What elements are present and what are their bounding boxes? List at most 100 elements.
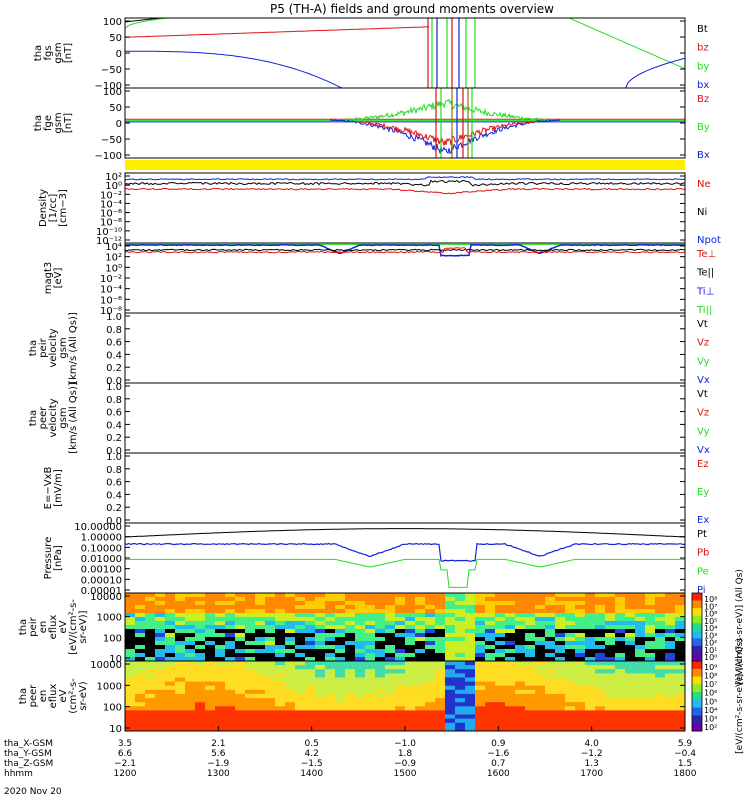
spectrogram-cell <box>395 714 406 720</box>
spectrogram-cell <box>515 710 526 716</box>
x-axis-value: 5.6 <box>211 749 226 759</box>
spectrogram-cell <box>155 698 166 703</box>
spectrogram-cell <box>485 633 496 638</box>
spectrogram-cell <box>295 645 306 650</box>
spectrogram-cell <box>555 661 566 666</box>
spectrogram-cell <box>505 653 516 658</box>
spectrogram-cell <box>655 722 666 728</box>
spectrogram-cell <box>235 702 246 707</box>
spectrogram-cell <box>445 665 456 670</box>
spectrogram-cell <box>235 609 246 614</box>
spectrogram-cell <box>325 702 336 707</box>
spectrogram-cell <box>435 726 446 731</box>
spectrogram-cell <box>455 609 466 614</box>
spectrogram-cell <box>215 718 226 724</box>
spectrogram-cell <box>375 685 386 691</box>
y-axis-label: en <box>38 621 49 634</box>
x-axis-value: 0.9 <box>491 739 506 749</box>
spectrogram-cell <box>585 698 596 703</box>
spectrogram-cell <box>355 689 366 695</box>
spectrogram-cell <box>675 613 685 618</box>
spectrogram-cell <box>525 698 536 703</box>
spectrogram-cell <box>485 698 496 703</box>
spectrogram-cell <box>445 637 456 642</box>
spectrogram-cell <box>195 669 206 674</box>
y-axis-label: peer <box>38 406 49 430</box>
spectrogram-cell <box>545 714 556 720</box>
spectrogram-cell <box>135 621 146 626</box>
colorbar-segment <box>692 615 702 624</box>
spectrogram-cell <box>445 693 456 699</box>
spectrogram-cell <box>655 609 666 614</box>
spectrogram-cell <box>465 706 476 711</box>
spectrogram-cell <box>635 605 646 610</box>
spectrogram-cell <box>125 693 136 699</box>
spectrogram-cell <box>555 702 566 707</box>
spectrogram-cell <box>185 669 196 674</box>
spectrogram-cell <box>155 605 166 610</box>
spectrogram-cell <box>445 714 456 720</box>
spectrogram-cell <box>415 641 426 646</box>
spectrogram-cell <box>135 625 146 630</box>
y-axis-label: [cm−3] <box>58 189 69 227</box>
spectrogram-cell <box>495 665 506 670</box>
spectrogram-cell <box>445 710 456 716</box>
spectrogram-cell <box>255 677 266 683</box>
spectrogram-cell <box>235 593 246 598</box>
spectrogram-cell <box>225 657 236 661</box>
spectrogram-cell <box>415 605 426 610</box>
spectrogram-cell <box>175 706 186 711</box>
spectrogram-cell <box>405 673 416 679</box>
spectrogram-cell <box>435 597 446 602</box>
spectrogram-cell <box>525 706 536 711</box>
spectrogram-cell <box>395 597 406 602</box>
spectrogram-cell <box>525 710 536 716</box>
spectrogram-cell <box>455 698 466 703</box>
spectrogram-cell <box>645 685 656 691</box>
spectrogram-cell <box>605 593 616 598</box>
spectrogram-cell <box>435 653 446 658</box>
x-axis-value: −0.4 <box>674 749 696 759</box>
spectrogram-cell <box>605 706 616 711</box>
spectrogram-cell <box>625 649 636 654</box>
spectrogram-cell <box>565 673 576 679</box>
spectrogram-cell <box>195 698 206 703</box>
spectrogram-cell <box>645 702 656 707</box>
spectrogram-cell <box>275 605 286 610</box>
spectrogram-cell <box>145 629 156 634</box>
spectrogram-cell <box>535 653 546 658</box>
spectrogram-cell <box>315 665 326 670</box>
spectrogram-cell <box>615 657 626 661</box>
spectrogram-cell <box>315 726 326 731</box>
spectrogram-cell <box>125 597 136 602</box>
spectrogram-cell <box>345 710 356 716</box>
spectrogram-cell <box>635 698 646 703</box>
spectrogram-cell <box>425 601 436 606</box>
spectrogram-cell <box>185 641 196 646</box>
spectrogram-cell <box>285 593 296 598</box>
legend-Pe: Pe <box>697 566 709 577</box>
legend-Vy: Vy <box>697 356 710 367</box>
legend-Vy: Vy <box>697 426 710 437</box>
x-axis-value: 1.5 <box>678 759 692 769</box>
spectrogram-cell <box>415 698 426 703</box>
spectrogram-cell <box>465 710 476 716</box>
y-tick-label: 0.4 <box>106 350 122 361</box>
spectrogram-cell <box>545 722 556 728</box>
spectrogram-cell <box>605 722 616 728</box>
spectrogram-cell <box>175 641 186 646</box>
spectrogram-cell <box>425 645 436 650</box>
spectrogram-cell <box>135 677 146 683</box>
spectrogram-cell <box>325 669 336 674</box>
spectrogram-cell <box>445 597 456 602</box>
spectrogram-cell <box>585 657 596 661</box>
y-axis-label: tha <box>28 410 39 426</box>
spectrogram-cell <box>225 726 236 731</box>
spectrogram-cell <box>205 621 216 626</box>
spectrogram-cell <box>415 625 426 630</box>
spectrogram-cell <box>205 657 216 661</box>
y-tick-label: 10 <box>109 724 122 735</box>
spectrogram-cell <box>425 706 436 711</box>
spectrogram-cell <box>565 593 576 598</box>
spectrogram-cell <box>175 685 186 691</box>
